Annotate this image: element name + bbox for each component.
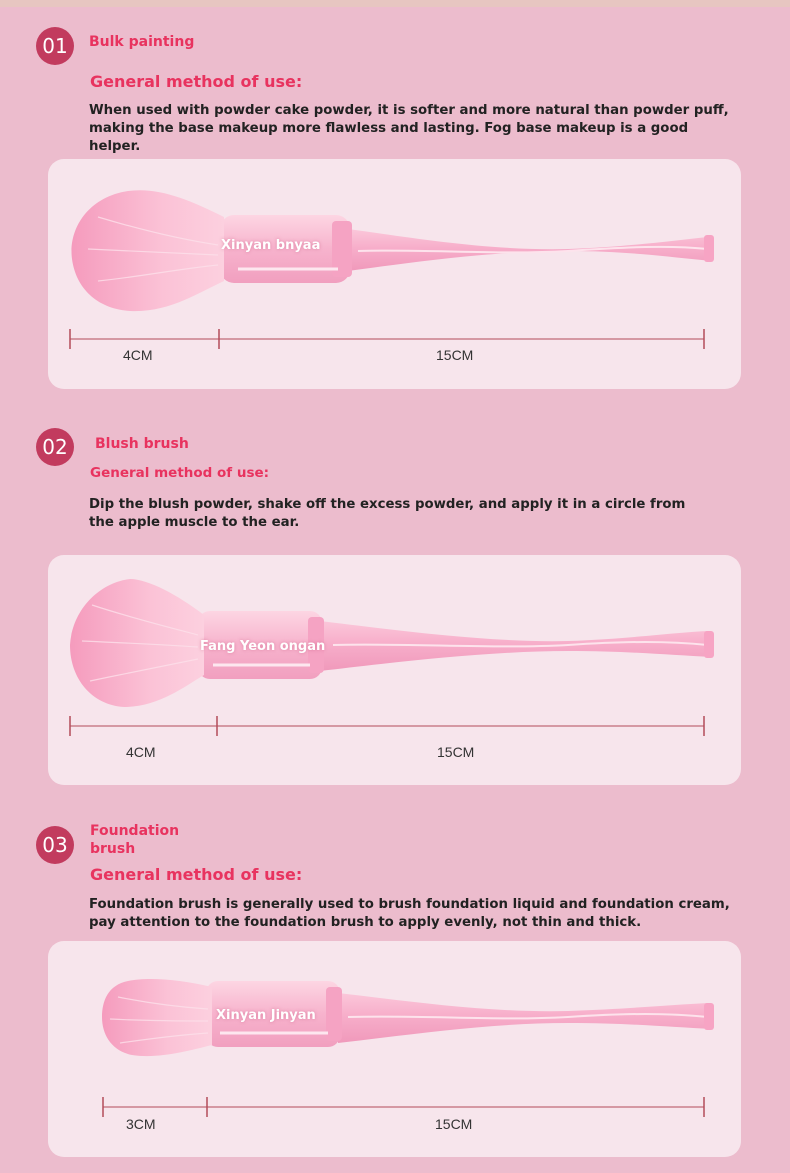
top-strip [0,0,790,7]
handle-length-label: 15CM [437,744,475,760]
brush-card: Xinyan bnyaa 4CM 15CM [48,159,741,389]
head-length-label: 4CM [123,347,153,363]
brush-brand-label: Fang Yeon ongan [200,639,326,654]
handle-length-label: 15CM [435,1116,473,1132]
section-number-badge: 03 [36,826,74,864]
section-subtitle: General method of use: [90,865,303,884]
head-length-label: 3CM [126,1116,156,1132]
section-title: Foundation brush [90,823,180,857]
handle-length-label: 15CM [436,347,474,363]
section-subtitle: General method of use: [90,72,303,91]
head-length-label: 4CM [126,744,156,760]
brush-brand-label: Xinyan bnyaa [221,238,321,253]
section-description: When used with powder cake powder, it is… [89,103,729,154]
section-number-badge: 02 [36,428,74,466]
section-description: Dip the blush powder, shake off the exce… [89,497,686,530]
section-number-badge: 01 [36,27,74,65]
section-title: Bulk painting [89,34,195,50]
foundation-brush-illustration [102,979,714,1117]
brush-card: Fang Yeon ongan 4CM 15CM [48,555,741,785]
blush-brush-illustration [69,579,714,736]
brush-brand-label: Xinyan Jinyan [216,1008,316,1023]
section-title: Blush brush [95,436,189,452]
powder-brush-illustration [69,190,714,349]
brush-card: Xinyan Jinyan 3CM 15CM [48,941,741,1157]
section-description: Foundation brush is generally used to br… [89,897,730,930]
section-subtitle: General method of use: [90,465,270,481]
